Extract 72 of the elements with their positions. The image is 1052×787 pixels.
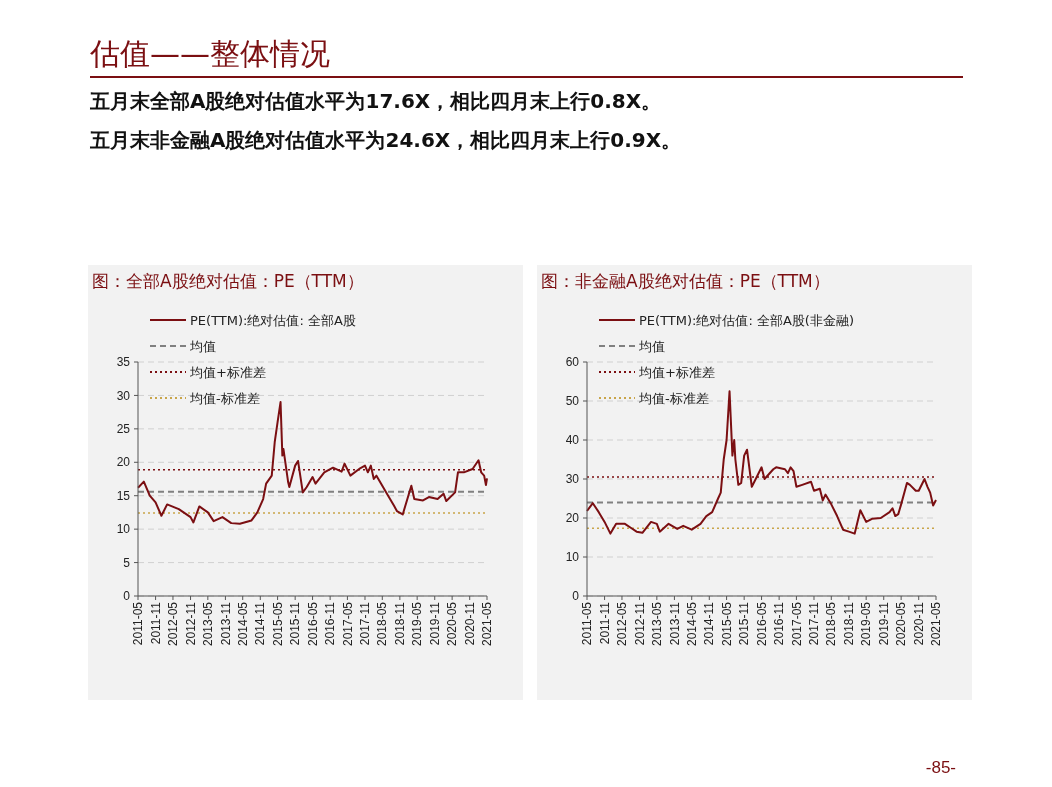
x-tick-label: 2013-05 <box>201 601 216 647</box>
x-tick-label: 2016-05 <box>305 601 320 647</box>
x-tick-label: 2018-05 <box>375 601 390 647</box>
legend-label: 均值-标准差 <box>638 390 709 406</box>
chart-title: 图：非金融A股绝对估值：PE（TTM） <box>541 271 830 291</box>
x-tick-label: 2017-11 <box>807 601 822 646</box>
y-tick-label: 10 <box>116 522 131 537</box>
x-tick-label: 2014-11 <box>253 601 268 646</box>
y-tick-label: 15 <box>116 488 131 503</box>
x-tick-label: 2014-05 <box>684 601 699 647</box>
y-tick-label: 30 <box>116 388 131 403</box>
y-tick-label: 5 <box>123 555 131 570</box>
x-tick-label: 2011-05 <box>131 601 146 646</box>
legend-label: PE(TTM):绝对估值: 全部A股 <box>190 312 356 328</box>
x-tick-label: 2011-05 <box>580 601 595 646</box>
x-tick-label: 2016-11 <box>772 601 787 646</box>
y-tick-label: 10 <box>565 550 580 565</box>
x-tick-label: 2015-05 <box>719 601 734 647</box>
text: 五月末非金融A股绝对估值水平为24.6X，相比四月末上行0.9X。 <box>89 128 682 152</box>
x-tick-label: 2019-11 <box>427 601 442 646</box>
legend-label: PE(TTM):绝对估值: 全部A股(非金融) <box>639 312 854 328</box>
x-tick-label: 2013-11 <box>667 601 682 646</box>
x-tick-label: 2017-05 <box>789 601 804 647</box>
x-tick-label: 2021-05 <box>480 601 495 647</box>
x-tick-label: 2012-05 <box>615 601 630 647</box>
x-tick-label: 2017-11 <box>358 601 373 646</box>
legend-label: 均值+标准差 <box>638 364 715 380</box>
x-tick-label: 2015-11 <box>737 601 752 646</box>
x-tick-label: 2019-05 <box>859 601 874 647</box>
y-tick-label: 20 <box>565 511 580 526</box>
y-tick-label: 60 <box>565 355 580 370</box>
x-tick-label: 2020-05 <box>894 601 909 647</box>
text: 五月末全部A股绝对估值水平为17.6X，相比四月末上行0.8X。 <box>89 89 662 113</box>
legend-label: 均值-标准差 <box>189 390 260 406</box>
x-tick-label: 2015-11 <box>288 601 303 646</box>
text: -85- <box>925 758 956 777</box>
x-tick-label: 2014-05 <box>235 601 250 647</box>
text: 估值——整体情况 <box>89 36 330 71</box>
x-tick-label: 2016-11 <box>323 601 338 646</box>
y-tick-label: 35 <box>116 355 131 370</box>
y-tick-label: 50 <box>565 394 580 409</box>
x-tick-label: 2020-11 <box>911 601 926 646</box>
legend-label: 均值+标准差 <box>189 364 266 380</box>
x-tick-label: 2020-11 <box>462 601 477 646</box>
x-tick-label: 2018-11 <box>842 601 857 646</box>
x-tick-label: 2012-11 <box>632 601 647 646</box>
y-tick-label: 0 <box>123 589 131 604</box>
x-tick-label: 2021-05 <box>929 601 944 647</box>
legend-label: 均值 <box>189 338 216 354</box>
x-tick-label: 2019-11 <box>876 601 891 646</box>
x-tick-label: 2012-11 <box>183 601 198 646</box>
y-tick-label: 25 <box>116 422 131 437</box>
line-series <box>586 390 937 535</box>
y-tick-label: 40 <box>565 433 580 448</box>
x-tick-label: 2019-05 <box>410 601 425 647</box>
x-tick-label: 2015-05 <box>270 601 285 647</box>
x-tick-label: 2016-05 <box>754 601 769 647</box>
x-tick-label: 2020-05 <box>445 601 460 647</box>
y-tick-label: 20 <box>116 455 131 470</box>
x-tick-label: 2012-05 <box>166 601 181 647</box>
x-tick-label: 2013-05 <box>650 601 665 647</box>
x-tick-label: 2018-05 <box>824 601 839 647</box>
x-tick-label: 2011-11 <box>148 601 163 645</box>
x-tick-label: 2013-11 <box>218 601 233 646</box>
x-tick-label: 2018-11 <box>393 601 408 646</box>
y-tick-label: 0 <box>572 589 580 604</box>
x-tick-label: 2011-11 <box>597 601 612 645</box>
x-tick-label: 2017-05 <box>340 601 355 647</box>
chart-title: 图：全部A股绝对估值：PE（TTM） <box>92 271 364 291</box>
y-tick-label: 30 <box>565 472 580 487</box>
x-tick-label: 2014-11 <box>702 601 717 646</box>
legend-label: 均值 <box>638 338 665 354</box>
